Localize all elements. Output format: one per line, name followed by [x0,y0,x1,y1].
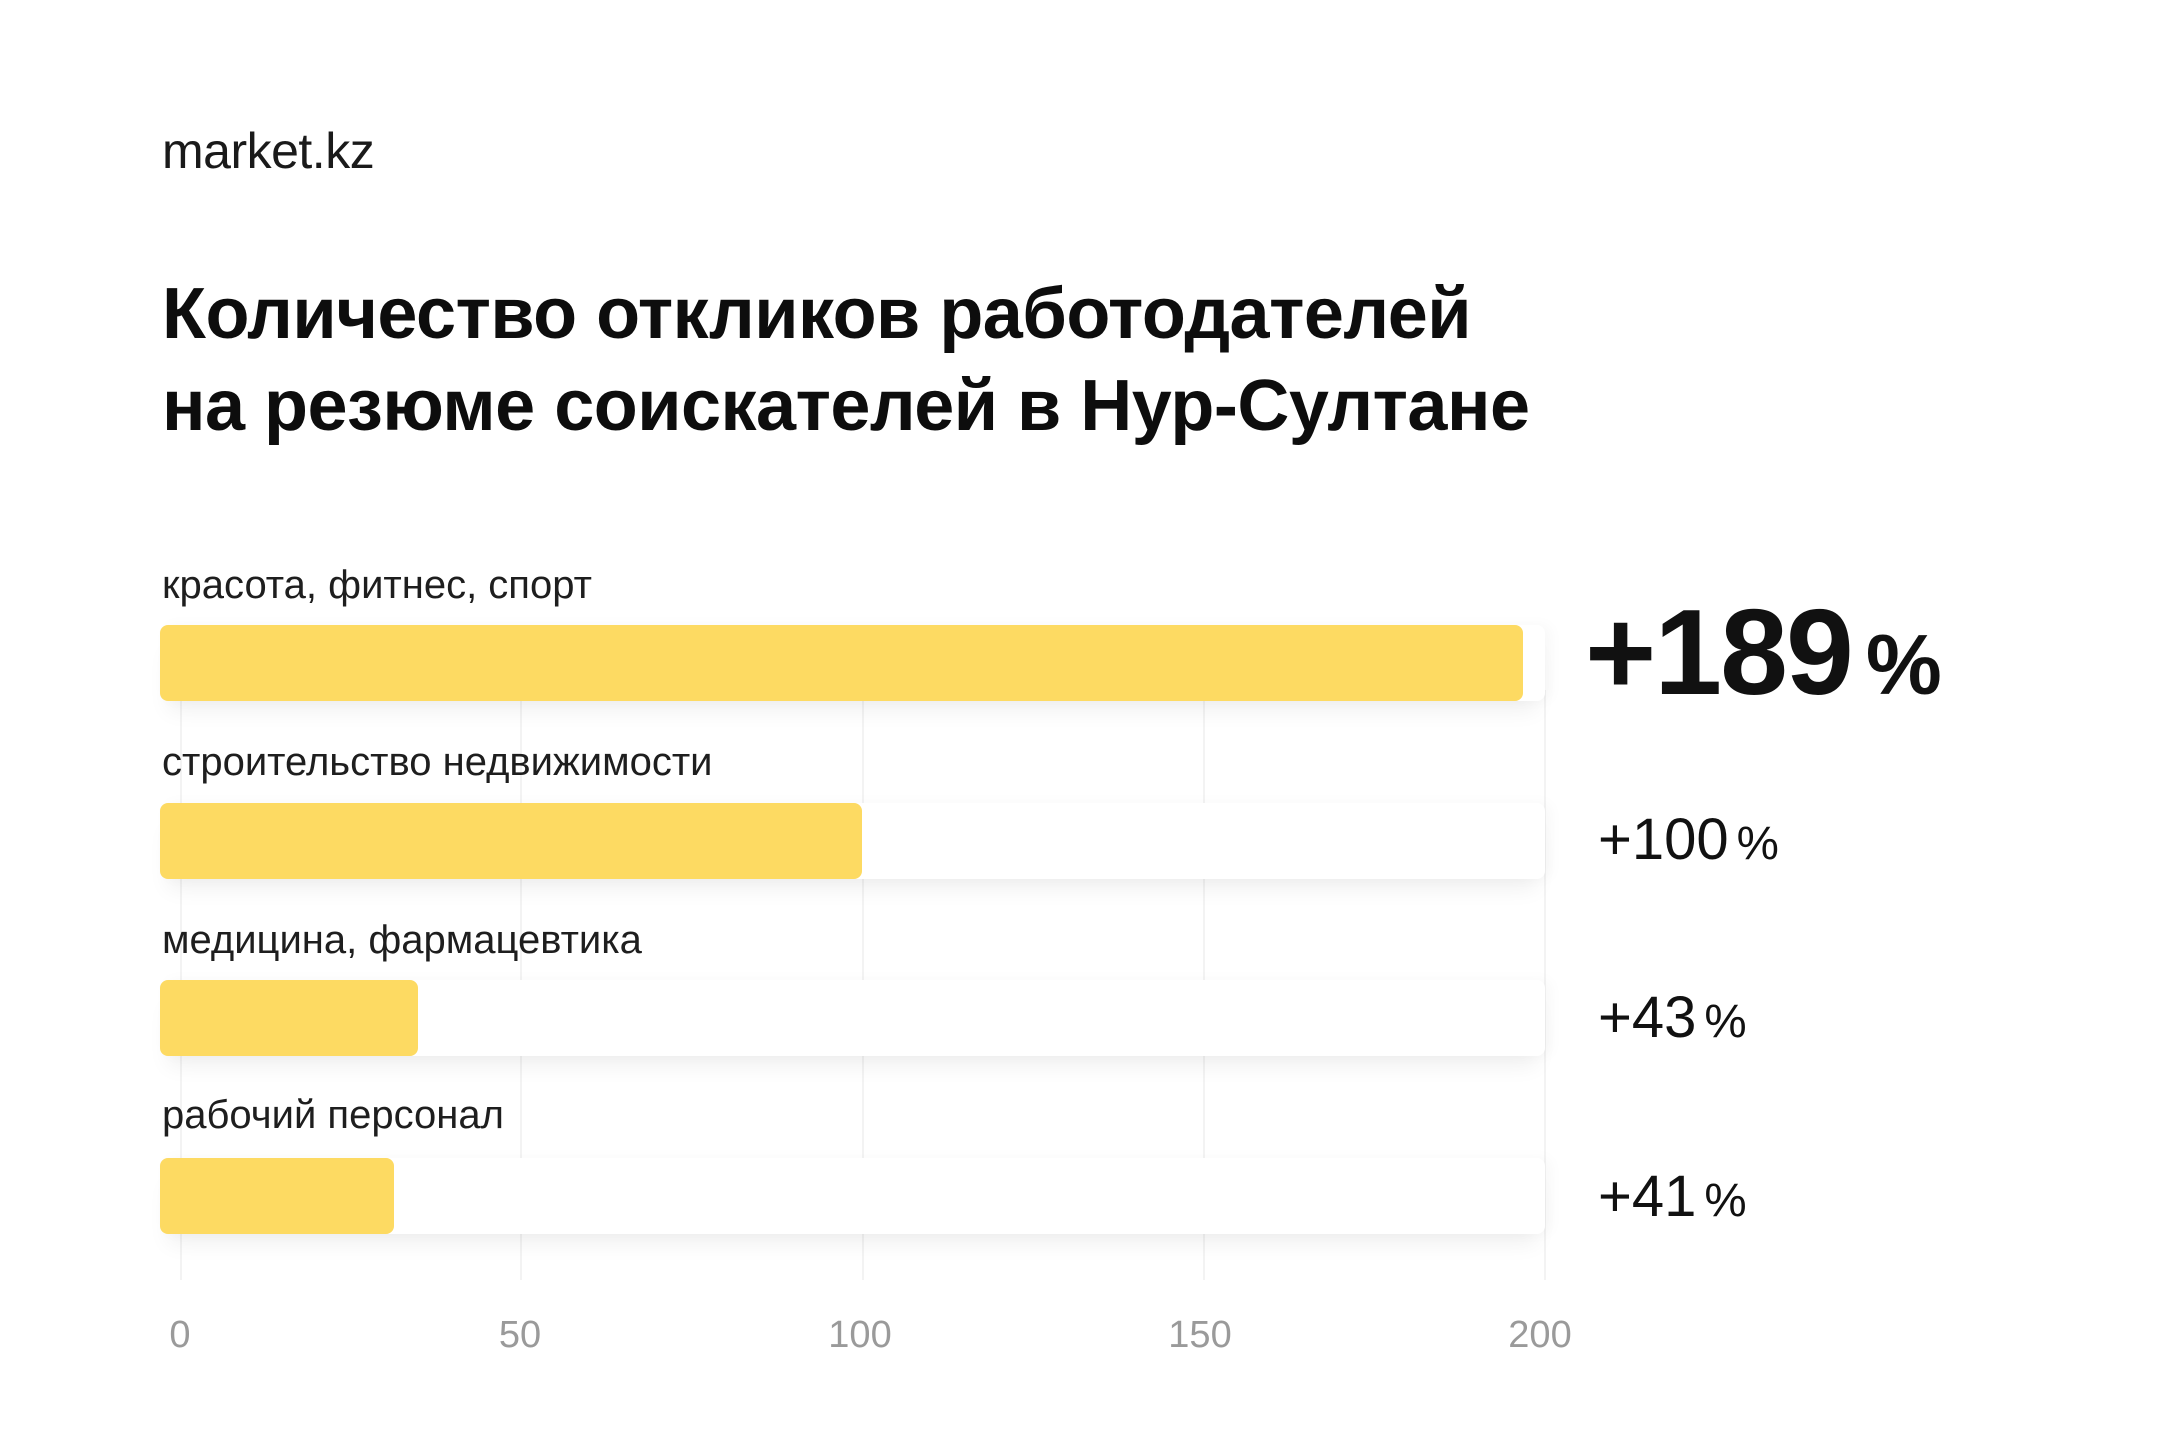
percent-sign: % [1736,817,1779,870]
category-label: рабочий персонал [162,1093,504,1137]
percent-sign: % [1704,995,1747,1048]
value-label: +43% [1598,984,1747,1051]
value-number: +41 [1598,1164,1697,1229]
percent-sign: % [1704,1174,1747,1227]
x-tick-label: 0 [169,1314,191,1356]
bar [160,1158,394,1234]
chart-title: Количество откликов работодателей на рез… [162,268,1530,452]
value-label: +100% [1598,806,1779,873]
bar-track [160,980,1545,1056]
x-tick-label: 200 [1508,1314,1572,1356]
bar [160,625,1523,701]
x-tick-label: 50 [498,1314,542,1356]
x-tick-label: 150 [1168,1314,1232,1356]
chart-title-line-2: на резюме соискателей в Нур-Султане [162,366,1530,446]
gridline-200 [1544,690,1546,1280]
bar-track [160,803,1545,879]
percent-sign: % [1865,618,1942,713]
value-number: +100 [1598,807,1729,872]
x-tick-label: 100 [828,1314,892,1356]
brand-logo-text: market.kz [162,123,375,179]
bar-track [160,1158,1545,1234]
chart-title-line-1: Количество откликов работодателей [162,274,1472,354]
category-label: строительство недвижимости [162,740,713,784]
value-label: +41% [1598,1163,1747,1230]
category-label: медицина, фармацевтика [162,918,642,962]
bar-track [160,625,1545,701]
bar [160,803,862,879]
bar [160,980,418,1056]
category-label: красота, фитнес, спорт [162,563,592,607]
value-label: +189% [1585,582,1942,722]
value-number: +43 [1598,985,1697,1050]
value-number: +189 [1585,584,1854,720]
